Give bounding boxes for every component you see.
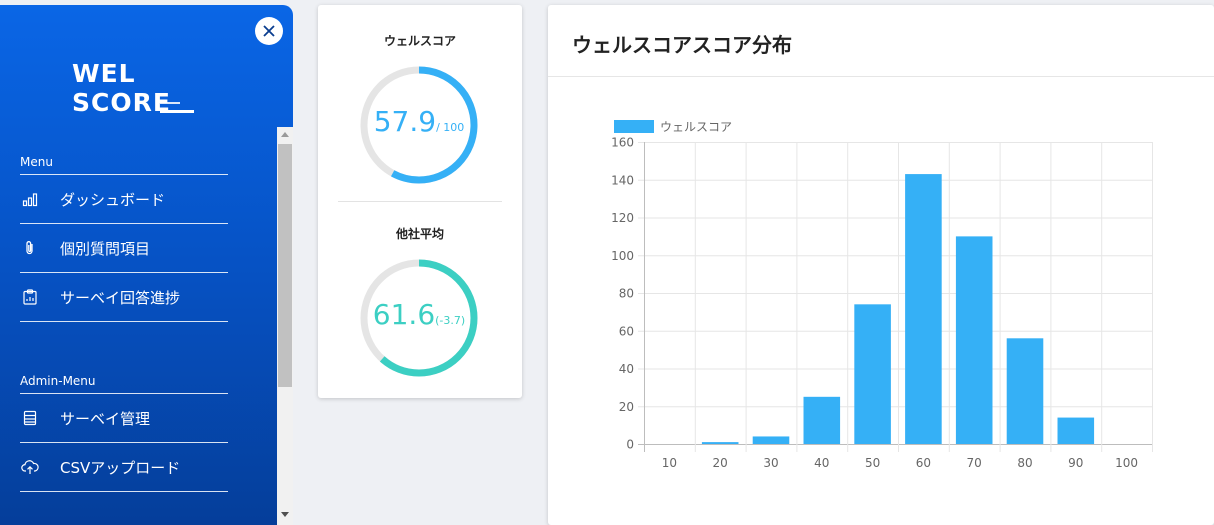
distribution-chart: 0 20 40 60 80 100 120 140 160 10 20 30 40 50 60 70 80 90 1… [611,120,1153,470]
wellscore-value: 57.9 [373,105,437,138]
x-tick-label: 40 [814,456,829,470]
wellscore-gauge [360,66,478,184]
average-diff: (-3.7) [435,314,466,327]
sidebar-item-label: サーベイ管理 [60,409,151,428]
x-tick-label: 70 [967,456,982,470]
y-tick-label: 40 [619,362,634,376]
average-title: 他社平均 [395,227,444,241]
score-card: ウェルスコア 57.9/ 100 他社平均 61.6(-3.7) [318,5,522,398]
y-tick-label: 80 [619,287,634,301]
y-tick-label: 100 [611,249,634,263]
score-divider [338,201,502,202]
sidebar-item-survey-progress[interactable]: サーベイ回答進捗 [20,273,228,322]
distribution-card: ウェルスコアスコア分布 0 20 40 60 80 100 120 140 160 10 20 30 4… [548,5,1214,525]
y-tick-label: 20 [619,400,634,414]
menu-heading: Menu [20,155,228,175]
sidebar-item-survey-management[interactable]: サーベイ管理 [20,394,228,443]
logo-line1: WEL [72,59,136,88]
y-tick-label: 0 [626,438,634,452]
sidebar-item-label: ダッシュボード [60,190,166,209]
clipboard-chart-icon [20,287,40,307]
x-tick-label: 10 [662,456,677,470]
y-tick-label: 120 [611,211,634,225]
bar [1006,338,1044,444]
bar [803,396,841,444]
wellscore-value-group: 57.9/ 100 [358,105,480,138]
admin-menu-heading: Admin-Menu [20,374,228,394]
x-tick-label: 30 [763,456,778,470]
y-tick-label: 60 [619,324,634,338]
chart-title: ウェルスコアスコア分布 [548,5,1214,77]
bar-chart-icon [20,189,40,209]
logo-line2-text: SCORE [72,88,171,117]
sidebar-item-label: 個別質問項目 [60,239,151,258]
x-tick-label: 50 [865,456,880,470]
y-tick-label: 160 [611,136,634,150]
sidebar: WEL SCORE Menu ダッシュボード 個別質問項目 [0,5,293,525]
bar [752,436,790,444]
admin-menu-section: Admin-Menu サーベイ管理 CSVアップロード [20,374,228,492]
sidebar-item-questions[interactable]: 個別質問項目 [20,224,228,273]
x-tick-label: 100 [1115,456,1138,470]
x-tick-label: 90 [1068,456,1083,470]
bar [905,174,942,444]
sidebar-item-label: サーベイ回答進捗 [60,288,181,307]
logo[interactable]: WEL SCORE [72,59,194,117]
logo-underline [160,110,194,113]
close-icon [263,25,275,37]
sidebar-scrollbar[interactable] [277,127,293,525]
x-tick-label: 60 [916,456,931,470]
average-gauge [360,259,478,377]
average-value-group: 61.6(-3.7) [358,298,480,331]
sidebar-item-csv-upload[interactable]: CSVアップロード [20,443,228,492]
bar [955,236,993,444]
sidebar-item-label: CSVアップロード [60,458,181,477]
cloud-upload-icon [20,457,40,477]
legend-label: ウェルスコア [660,120,732,134]
scroll-down-arrow-icon[interactable] [281,512,289,517]
bar [701,442,739,444]
logo-line2: SCORE [72,88,194,117]
bar [1057,417,1095,444]
scrollbar-thumb[interactable] [278,144,292,387]
table-icon [20,408,40,428]
x-tick-label: 80 [1017,456,1032,470]
wellscore-title: ウェルスコア [383,34,456,48]
y-tick-label: 140 [611,173,634,187]
close-sidebar-button[interactable] [255,17,283,45]
menu-section: Menu ダッシュボード 個別質問項目 サーベイ回答進捗 [20,155,228,322]
average-value: 61.6 [372,298,436,331]
paperclip-icon [20,238,40,258]
bar [854,304,891,444]
legend-swatch [614,120,654,133]
logo-accent [160,102,180,104]
sidebar-item-dashboard[interactable]: ダッシュボード [20,175,228,224]
x-tick-label: 20 [713,456,728,470]
wellscore-max: / 100 [436,121,465,134]
scroll-up-arrow-icon[interactable] [281,132,289,137]
